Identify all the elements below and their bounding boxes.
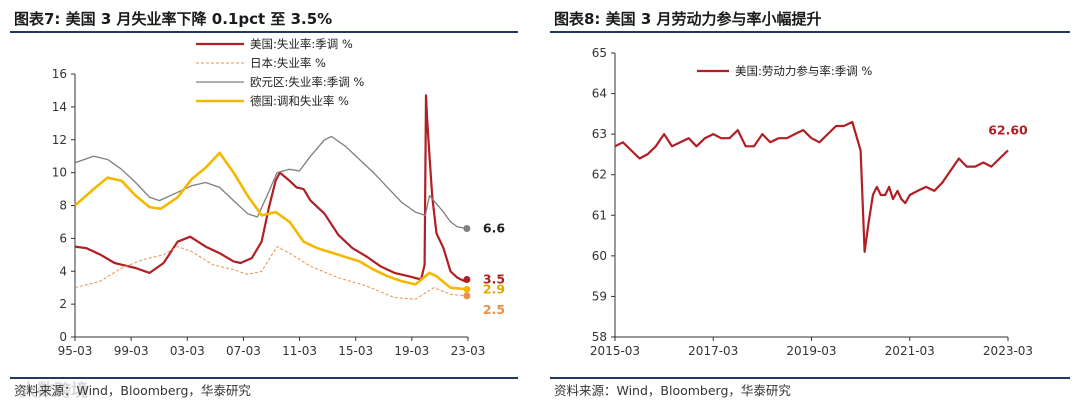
x-tick-label: 19-03: [394, 344, 429, 358]
x-tick-label: 07-03: [226, 344, 261, 358]
x-tick-label: 2015-03: [590, 344, 640, 358]
legend-label: 美国:失业率:季调 %: [250, 37, 353, 51]
series-end-point: [463, 292, 471, 300]
right-panel: 图表8: 美国 3 月劳动力参与率小幅提升 58 59 60 61 62 63 64 65 20…: [540, 0, 1080, 409]
y-tick-label: 63: [592, 127, 607, 141]
y-tick-label: 0: [59, 330, 67, 344]
y-tick-label: 61: [592, 208, 607, 222]
legend-label: 德国:调和失业率 %: [250, 94, 349, 108]
x-tick-label: 2019-03: [786, 344, 836, 358]
x-tick-label: 95-03: [58, 344, 93, 358]
chart-title: 图表8: 美国 3 月劳动力参与率小幅提升: [554, 10, 822, 28]
series-line: [614, 120, 1009, 253]
source-note: 资料来源：Wind，Bloomberg，华泰研究: [554, 383, 791, 398]
bottom-divider: [550, 377, 1070, 379]
participation-chart: 58 59 60 61 62 63 64 65 2015-03 2017-03 2019-03 202…: [590, 46, 1033, 358]
series-end-label: 2.9: [483, 281, 505, 296]
series-end-point: [463, 275, 471, 283]
y-tick-label: 62: [592, 168, 607, 182]
y-tick-label: 64: [592, 87, 607, 101]
y-tick-label: 4: [59, 264, 67, 278]
x-tick-label: 03-03: [170, 344, 205, 358]
series-end-point: [463, 285, 471, 293]
unemployment-chart: 0 2 4 6 8 10 12 14 16 95-03 99-03 03-03 07-03 11-03 15…: [20, 37, 505, 401]
x-tick-label: 15-03: [338, 344, 373, 358]
series-end-label: 62.60: [988, 122, 1028, 137]
x-tick-label: 11-03: [282, 344, 317, 358]
y-tick-label: 6: [59, 231, 67, 245]
x-tick-label: 2023-03: [983, 344, 1033, 358]
bottom-divider: [10, 377, 518, 379]
y-tick-label: 65: [592, 46, 607, 60]
series-end-point: [463, 225, 471, 233]
series-end-label: 3.5: [483, 271, 505, 286]
y-tick-label: 59: [592, 289, 607, 303]
legend-label: 美国:劳动力参与率:季调 %: [735, 64, 872, 78]
series-line: [74, 94, 468, 283]
source-note: 资料来源：Wind，Bloomberg，华泰研究: [14, 383, 251, 398]
legend-label: 日本:失业率 %: [250, 56, 326, 70]
title-divider: [10, 31, 518, 33]
left-panel: 图表7: 美国 3 月失业率下降 0.1pct 至 3.5% 0 2 4 6 8 10 12…: [0, 0, 528, 409]
y-tick-label: 12: [52, 133, 67, 147]
x-tick-label: 99-03: [114, 344, 149, 358]
series-end-label: 6.6: [483, 221, 505, 236]
x-tick-label: 23-03: [451, 344, 486, 358]
series-line: [74, 135, 468, 230]
legend-label: 欧元区:失业率:季调 %: [250, 75, 364, 89]
y-tick-label: 2: [59, 297, 67, 311]
series-end-label: 2.5: [483, 302, 505, 317]
series-line: [74, 151, 468, 291]
y-tick-label: 8: [59, 199, 67, 213]
y-tick-label: 14: [52, 100, 67, 114]
y-tick-label: 60: [592, 249, 607, 263]
x-tick-label: 2021-03: [885, 344, 935, 358]
y-tick-label: 58: [592, 330, 607, 344]
title-divider: [550, 31, 1070, 33]
watermark-text: 大数跨境: [20, 380, 88, 401]
chart-title: 图表7: 美国 3 月失业率下降 0.1pct 至 3.5%: [14, 10, 333, 28]
y-tick-label: 16: [52, 67, 67, 81]
x-tick-label: 2017-03: [688, 344, 738, 358]
y-tick-label: 10: [52, 166, 67, 180]
series-line: [74, 246, 467, 300]
